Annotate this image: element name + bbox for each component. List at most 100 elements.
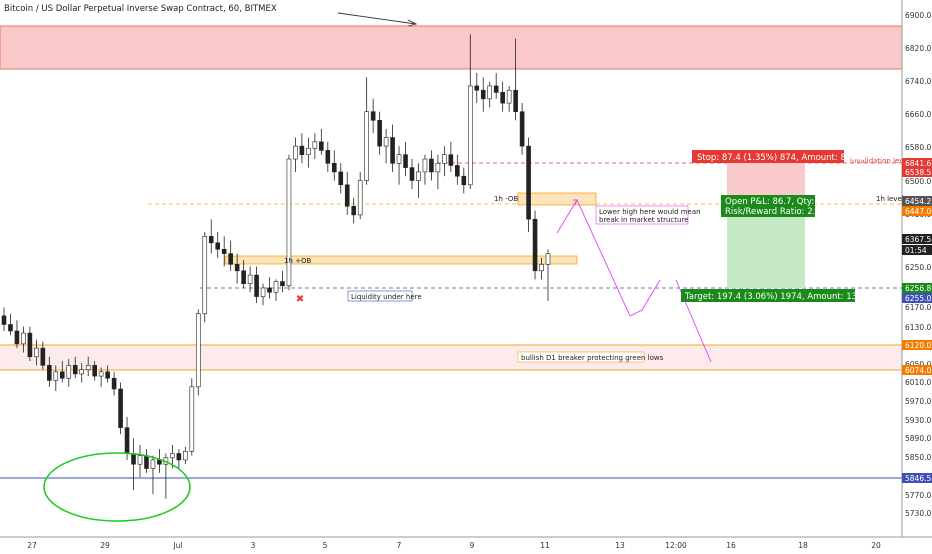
level-1h-label: 1h level <box>876 195 904 203</box>
candle <box>390 124 395 172</box>
svg-text:6841.6: 6841.6 <box>905 159 931 168</box>
candle <box>331 150 337 181</box>
price-tick-label: 5970.0 <box>905 397 931 406</box>
price-tag: 6120.0 <box>902 340 932 350</box>
price-tick-label: 5930.0 <box>905 416 931 425</box>
candle <box>338 163 344 194</box>
candle <box>21 326 26 353</box>
candle <box>53 365 59 392</box>
ob-1h-plus-label: 1h +OB <box>284 257 311 265</box>
candle <box>118 382 123 435</box>
candle <box>267 277 272 299</box>
price-tick-label: 6050.0 <box>905 360 931 369</box>
candle <box>92 361 97 381</box>
price-tag: 6255.0 <box>902 293 932 303</box>
time-tick-label: 13 <box>615 541 625 550</box>
time-tick-label: 12:00 <box>665 541 687 550</box>
candle <box>157 449 162 473</box>
time-tick-label: 5 <box>323 541 328 550</box>
lower-high-label-2: break in market structure <box>599 216 688 224</box>
price-tick-label: 5770.0 <box>905 491 931 500</box>
candle <box>370 98 376 134</box>
candle <box>319 128 324 155</box>
svg-text:6255.0: 6255.0 <box>905 294 931 303</box>
candle <box>480 77 486 112</box>
candle <box>241 260 246 288</box>
candle <box>344 171 350 215</box>
candle <box>27 326 33 362</box>
candle <box>195 309 201 396</box>
candle <box>455 154 460 185</box>
candle <box>221 236 227 267</box>
candle <box>312 133 318 160</box>
candle <box>98 367 104 387</box>
lower-high-label-1: Lower high here would mean <box>599 208 701 216</box>
time-tick-label: Jul <box>172 541 182 550</box>
candle <box>202 232 208 323</box>
time-tick-label: 9 <box>470 541 475 550</box>
candle <box>448 141 454 172</box>
time-tick-label: 29 <box>100 541 110 550</box>
price-tick-label: 6250.0 <box>905 263 931 272</box>
pnl-label-1: Open P&L: 86.7, Qty: 2 <box>725 197 822 207</box>
price-tick-label: 6130.0 <box>905 323 931 332</box>
price-axis[interactable]: 6900.06820.06740.06660.06580.06500.06410… <box>905 11 931 518</box>
candle <box>357 171 363 220</box>
bullish-d1-box <box>517 351 645 363</box>
pnl-label-2: Risk/Reward Ratio: 2.26 <box>725 207 826 217</box>
candle <box>422 154 428 185</box>
svg-text:6447.0: 6447.0 <box>905 207 931 216</box>
candle <box>131 438 136 491</box>
time-tick-label: 20 <box>871 541 881 550</box>
candle <box>493 73 499 99</box>
candle <box>111 371 117 396</box>
candle <box>487 81 493 108</box>
candle <box>85 356 91 377</box>
green-lows-circle <box>43 452 191 522</box>
candle <box>474 73 480 104</box>
candle <box>299 133 305 164</box>
candle <box>228 240 233 271</box>
candle <box>189 378 195 456</box>
price-tick-label: 6660.0 <box>905 110 931 119</box>
time-tick-label: 27 <box>27 541 37 550</box>
candle <box>377 111 382 155</box>
candle <box>532 210 538 280</box>
candle <box>286 154 292 291</box>
candle <box>14 320 20 349</box>
candle <box>79 363 85 383</box>
chart-title: Bitcoin / US Dollar Perpetual Inverse Sw… <box>4 4 277 14</box>
candle <box>208 219 214 254</box>
price-tag: 01:54 <box>902 245 932 255</box>
candle <box>137 444 143 478</box>
time-tick-label: 11 <box>540 541 550 550</box>
price-tick-label: 6820.0 <box>905 44 931 53</box>
time-tick-label: 3 <box>251 541 256 550</box>
candle <box>325 141 331 172</box>
x-marker-icon: ✖ <box>296 294 304 305</box>
svg-text:6454.2: 6454.2 <box>905 197 931 206</box>
candle <box>526 137 531 233</box>
candle <box>351 197 357 224</box>
candles <box>1 34 551 499</box>
price-tick-label: 6740.0 <box>905 77 931 86</box>
candle <box>215 232 221 258</box>
time-axis[interactable]: 27 29 Jul 3 5 7 9 11 13 12:00 16 18 20 <box>27 541 881 550</box>
time-tick-label: 18 <box>798 541 808 550</box>
price-tick-label: 5730.0 <box>905 509 931 518</box>
price-tick-label: 6900.0 <box>905 11 931 20</box>
candle <box>59 361 65 383</box>
candle <box>409 159 415 190</box>
candle <box>416 163 421 198</box>
bullish-d1-label: bullish D1 breaker protecting green lows <box>521 354 664 362</box>
target-label: Target: 197.4 (3.06%) 1974, Amount: 1394… <box>684 292 876 302</box>
candle <box>1 307 7 331</box>
liquidity-box <box>347 290 413 302</box>
candle <box>254 266 259 304</box>
candle <box>183 447 188 465</box>
target-label-box <box>681 289 855 302</box>
breaker-zone <box>0 345 902 370</box>
candle <box>176 449 182 469</box>
